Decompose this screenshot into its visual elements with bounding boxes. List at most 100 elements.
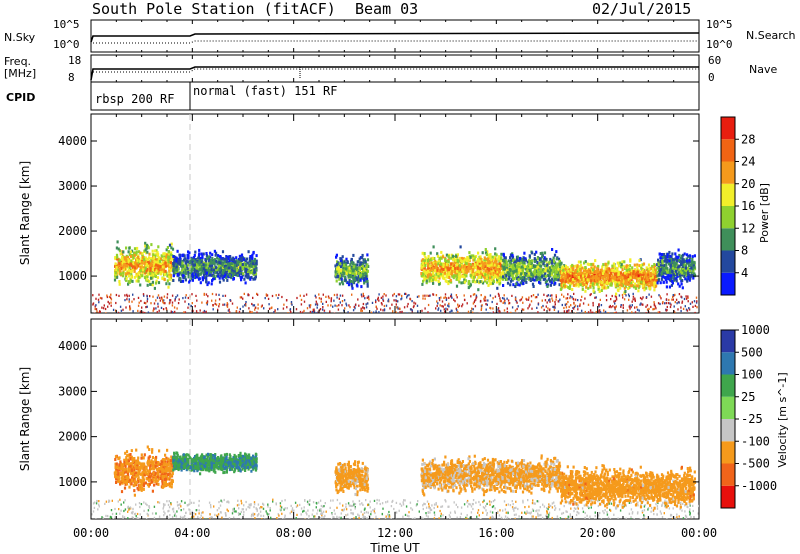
echo-cell: [129, 270, 133, 273]
echo-cell: [447, 282, 450, 286]
echo-cell: [159, 265, 162, 269]
echo-cell: [244, 259, 247, 263]
echo-cell: [132, 264, 135, 268]
ground-scatter-cell: [631, 304, 633, 307]
echo-cell: [636, 263, 639, 267]
echo-cell: [538, 261, 541, 265]
echo-cell: [487, 253, 490, 257]
nsearch-trace: [93, 40, 699, 44]
echo-cell: [521, 265, 524, 269]
echo-cell: [200, 265, 203, 269]
ground-scatter-cell: [403, 306, 406, 309]
echo-cell: [526, 260, 529, 264]
echo-cell: [525, 270, 528, 274]
echo-cell: [166, 279, 169, 283]
ground-scatter-cell: [150, 302, 152, 305]
ground-scatter-cell: [660, 297, 662, 300]
echo-cell: [125, 246, 128, 250]
echo-cell: [218, 257, 221, 261]
ground-scatter-cell: [496, 302, 498, 305]
ground-scatter-cell: [666, 293, 668, 296]
echo-cell: [122, 259, 125, 263]
echo-cell: [560, 275, 563, 279]
echo-cell: [463, 278, 466, 282]
ground-scatter-cell: [323, 309, 326, 312]
echo-cell: [352, 276, 355, 280]
ground-scatter-cell: [648, 307, 650, 310]
echo-cell: [443, 276, 446, 280]
ground-scatter-cell: [573, 307, 575, 310]
echo-cell: [195, 257, 198, 261]
ground-scatter-cell: [439, 304, 441, 307]
echo-cell: [214, 260, 217, 264]
ground-scatter-cell: [211, 299, 213, 302]
ground-scatter-cell: [205, 310, 207, 313]
echo-cell: [168, 275, 171, 279]
echo-cell: [179, 280, 183, 283]
echo-cell: [340, 265, 343, 269]
echo-cell: [423, 277, 426, 281]
echo-cell: [557, 267, 560, 271]
echo-cell: [516, 255, 519, 259]
ground-scatter-cell: [645, 305, 647, 308]
ground-scatter-cell: [540, 306, 543, 309]
echo-cell: [347, 275, 350, 279]
ground-scatter-cell: [183, 311, 185, 313]
echo-cell: [132, 256, 135, 260]
echo-cell: [192, 272, 195, 276]
ground-scatter-cell: [669, 305, 672, 309]
ground-scatter-cell: [608, 305, 611, 309]
echo-cell: [358, 257, 361, 261]
echo-cell: [499, 275, 502, 279]
ground-scatter-cell: [146, 305, 148, 308]
ground-scatter-cell: [548, 299, 550, 302]
echo-cell: [157, 281, 161, 285]
echo-cell: [365, 274, 368, 278]
echo-cell: [141, 252, 144, 256]
echo-cell: [145, 269, 148, 273]
echo-cell: [342, 266, 345, 270]
echo-cell: [648, 276, 651, 280]
ground-scatter-cell: [377, 298, 379, 301]
echo-cell: [462, 270, 465, 274]
freq-trace: [90, 66, 699, 81]
ground-scatter-cell: [396, 306, 399, 309]
ground-scatter-cell: [285, 299, 288, 302]
echo-cell: [435, 265, 438, 269]
ground-scatter-cell: [169, 301, 171, 304]
echo-cell: [554, 277, 557, 281]
echo-cell: [429, 251, 432, 255]
echo-cell: [162, 259, 165, 263]
echo-cell: [455, 284, 459, 288]
echo-cell: [513, 258, 516, 262]
ground-scatter-cell: [162, 299, 164, 302]
ground-scatter-cell: [614, 295, 617, 298]
ground-scatter-cell: [480, 307, 483, 310]
echo-cell: [243, 266, 246, 270]
echo-cell: [459, 245, 462, 249]
echo-cell: [512, 277, 515, 281]
echo-cell: [517, 269, 520, 273]
ground-scatter-cell: [303, 294, 305, 297]
echo-cell: [479, 257, 482, 261]
echo-cell: [595, 277, 598, 281]
ground-scatter-cell: [235, 310, 237, 313]
echo-cell: [452, 270, 455, 274]
echo-cell: [151, 263, 154, 267]
echo-cell: [156, 260, 159, 264]
echo-cell: [578, 269, 581, 273]
echo-cell: [114, 256, 117, 259]
echo-cell: [133, 247, 137, 251]
ground-scatter-cell: [623, 298, 626, 301]
ground-scatter-cell: [171, 304, 174, 307]
echo-cell: [352, 265, 355, 269]
echo-cell: [199, 281, 202, 285]
ground-scatter-cell: [568, 305, 570, 308]
ground-scatter-cell: [592, 311, 594, 313]
ground-scatter-cell: [536, 306, 538, 309]
echo-cell: [482, 263, 485, 267]
echo-cell: [352, 274, 355, 278]
ground-scatter-cell: [229, 299, 231, 302]
ground-scatter-cell: [300, 303, 303, 306]
ground-scatter-cell: [672, 294, 674, 297]
